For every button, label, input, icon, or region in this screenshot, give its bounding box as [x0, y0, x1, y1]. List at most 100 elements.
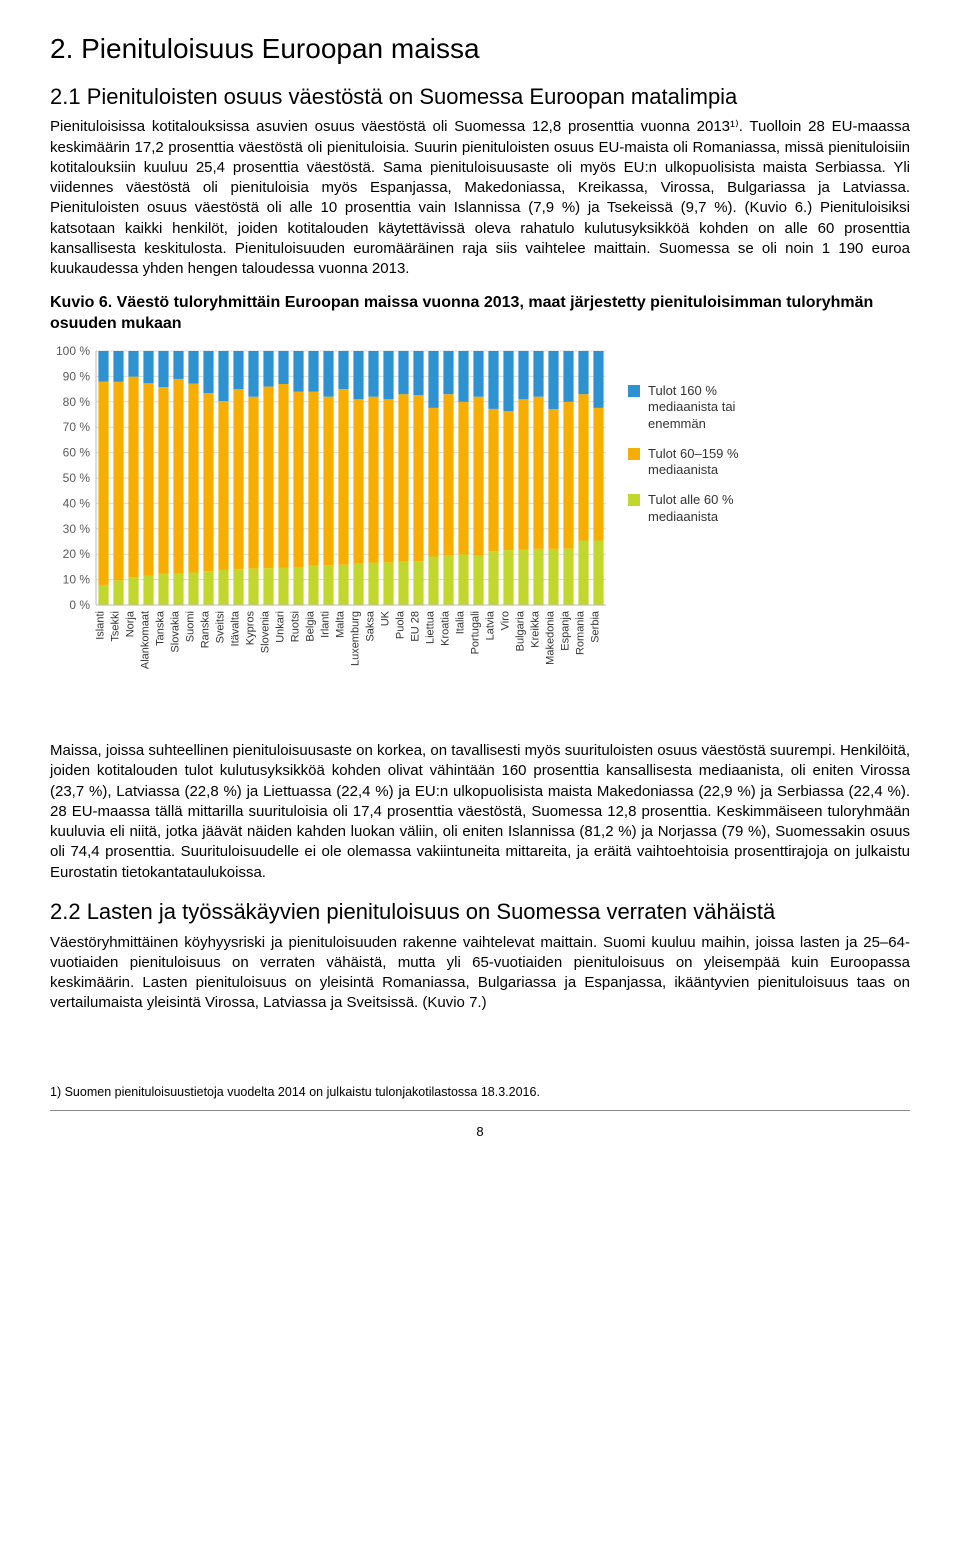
- footer-rule: [50, 1110, 910, 1111]
- bar-segment-mid: [128, 377, 138, 578]
- bar-segment-low: [518, 550, 528, 605]
- legend-label: Tulot 160 % mediaanista tai enemmän: [648, 383, 788, 432]
- bar-segment-mid: [428, 408, 438, 557]
- bar-segment-high: [338, 351, 348, 389]
- bar-segment-high: [293, 351, 303, 392]
- bar-segment-mid: [143, 383, 153, 575]
- y-tick-label: 10 %: [63, 573, 91, 587]
- bar-segment-high: [383, 351, 393, 399]
- bar-segment-mid: [188, 384, 198, 573]
- bar-segment-high: [368, 351, 378, 397]
- bar-segment-mid: [443, 394, 453, 556]
- bar-segment-low: [383, 562, 393, 605]
- bar-segment-high: [458, 351, 468, 402]
- bar-segment-low: [263, 568, 273, 605]
- x-tick-label: Bulgaria: [515, 610, 527, 651]
- chart-legend: Tulot 160 % mediaanista tai enemmän Tulot…: [628, 383, 788, 539]
- bar-segment-high: [443, 351, 453, 394]
- x-tick-label: Norja: [125, 610, 137, 637]
- bar-segment-low: [458, 555, 468, 606]
- chart-container: 0 %10 %20 %30 %40 %50 %60 %70 %80 %90 %1…: [50, 343, 910, 703]
- bar-segment-low: [128, 577, 138, 605]
- bar-segment-low: [293, 567, 303, 605]
- y-tick-label: 40 %: [63, 496, 91, 510]
- bar-segment-high: [308, 351, 318, 392]
- bar-segment-high: [143, 351, 153, 383]
- bar-segment-low: [443, 556, 453, 605]
- y-tick-label: 20 %: [63, 547, 91, 561]
- bar-segment-high: [353, 351, 363, 399]
- legend-label: Tulot alle 60 % mediaanista: [648, 492, 788, 525]
- x-tick-label: Unkari: [275, 611, 287, 643]
- x-tick-label: Kypros: [245, 611, 257, 646]
- x-tick-label: Slovenia: [260, 610, 272, 653]
- x-tick-label: Puola: [395, 610, 407, 639]
- section-title: 2. Pienituloisuus Euroopan maissa: [50, 30, 910, 68]
- bar-segment-low: [233, 569, 243, 605]
- bar-segment-mid: [548, 409, 558, 549]
- bar-segment-mid: [503, 411, 513, 550]
- bar-segment-low: [578, 541, 588, 606]
- bar-segment-high: [533, 351, 543, 397]
- bar-segment-mid: [383, 399, 393, 562]
- bar-segment-low: [473, 556, 483, 606]
- bar-segment-high: [578, 351, 588, 394]
- bar-segment-mid: [563, 402, 573, 549]
- bar-segment-mid: [368, 397, 378, 563]
- legend-item: Tulot alle 60 % mediaanista: [628, 492, 788, 525]
- bar-segment-mid: [218, 401, 228, 570]
- bar-segment-mid: [113, 382, 123, 581]
- bar-segment-high: [128, 351, 138, 377]
- bar-segment-high: [113, 351, 123, 382]
- x-tick-label: Itävalta: [230, 610, 242, 646]
- bar-segment-high: [278, 351, 288, 384]
- y-tick-label: 0 %: [69, 598, 90, 612]
- bar-segment-mid: [488, 409, 498, 551]
- bar-segment-low: [143, 576, 153, 605]
- bar-segment-low: [158, 574, 168, 605]
- bar-segment-high: [518, 351, 528, 399]
- footnote: 1) Suomen pienituloisuustietoja vuodelta…: [50, 1084, 910, 1107]
- legend-swatch: [628, 385, 640, 397]
- x-tick-label: Tanska: [155, 610, 167, 646]
- bar-segment-mid: [173, 379, 183, 573]
- bar-segment-low: [203, 571, 213, 605]
- bar-segment-mid: [398, 394, 408, 562]
- bar-segment-low: [428, 557, 438, 606]
- x-tick-label: Liettua: [425, 610, 437, 644]
- y-tick-label: 70 %: [63, 420, 91, 434]
- x-tick-label: Kroatia: [440, 610, 452, 646]
- x-tick-label: Malta: [335, 610, 347, 638]
- x-tick-label: Luxemburg: [350, 611, 362, 666]
- bar-segment-high: [563, 351, 573, 402]
- subsection-2-1-paragraph: Pienituloisissa kotitalouksissa asuvien …: [50, 117, 910, 279]
- x-tick-label: Islanti: [95, 611, 107, 640]
- x-tick-label: Serbia: [590, 610, 602, 643]
- y-tick-label: 50 %: [63, 471, 91, 485]
- legend-swatch: [628, 448, 640, 460]
- bar-segment-high: [158, 351, 168, 387]
- chart-caption: Kuvio 6. Väestö tuloryhmittäin Euroopan …: [50, 293, 910, 335]
- bar-segment-high: [503, 351, 513, 411]
- y-tick-label: 30 %: [63, 522, 91, 536]
- x-tick-label: EU 28: [410, 611, 422, 642]
- bar-segment-low: [323, 565, 333, 605]
- bar-segment-high: [398, 351, 408, 394]
- bar-segment-mid: [593, 408, 603, 541]
- bar-segment-low: [533, 549, 543, 605]
- bar-segment-high: [473, 351, 483, 397]
- x-tick-label: Italia: [455, 610, 467, 634]
- bar-segment-low: [113, 580, 123, 605]
- bar-segment-high: [428, 351, 438, 408]
- subsection-2-1-title: 2.1 Pienituloisten osuus väestöstä on Su…: [50, 82, 910, 112]
- y-tick-label: 100 %: [56, 344, 90, 358]
- y-tick-label: 90 %: [63, 369, 91, 383]
- bar-segment-low: [488, 551, 498, 605]
- bar-segment-mid: [233, 389, 243, 569]
- x-tick-label: Alankomaat: [140, 611, 152, 669]
- bar-segment-mid: [473, 397, 483, 556]
- bar-segment-low: [188, 573, 198, 606]
- bar-segment-mid: [578, 394, 588, 540]
- subsection-2-2-paragraph: Väestöryhmittäinen köyhyysriski ja pieni…: [50, 933, 910, 1014]
- x-tick-label: Latvia: [485, 610, 497, 640]
